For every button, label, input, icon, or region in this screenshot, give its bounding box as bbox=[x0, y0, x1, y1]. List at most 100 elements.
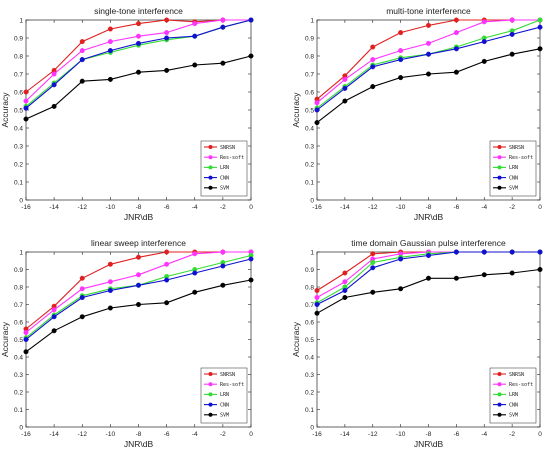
data-point-res-soft bbox=[164, 30, 170, 36]
data-point-svm bbox=[107, 76, 113, 82]
legend-entry-cnn: CNN bbox=[509, 402, 518, 408]
x-tick-label: -12 bbox=[78, 204, 88, 211]
y-tick-label: 0.6 bbox=[305, 89, 314, 96]
data-point-res-soft bbox=[23, 98, 29, 104]
y-tick-label: 0.5 bbox=[305, 107, 314, 114]
legend-entry-res-soft: Res-soft bbox=[509, 382, 533, 388]
legend-entry-snrsn: SNRSN bbox=[509, 145, 524, 151]
y-tick-label: 0.3 bbox=[14, 372, 23, 379]
y-tick-label: 1 bbox=[19, 17, 23, 24]
legend-box bbox=[200, 367, 248, 424]
data-point-res-soft bbox=[107, 279, 113, 285]
data-point-cnn bbox=[220, 24, 226, 30]
data-point-svm bbox=[426, 71, 432, 77]
y-tick-label: 0 bbox=[19, 424, 23, 431]
y-tick-label: 0.3 bbox=[305, 372, 314, 379]
y-tick-label: 0.2 bbox=[14, 161, 23, 168]
y-tick-label: 0.7 bbox=[14, 302, 23, 309]
data-point-cnn bbox=[135, 40, 141, 46]
chart-title: linear sweep interference bbox=[91, 238, 186, 248]
legend-box bbox=[489, 367, 537, 424]
y-tick-label: 0.4 bbox=[14, 125, 23, 132]
x-tick-label: -12 bbox=[368, 204, 378, 211]
legend-swatch-marker bbox=[497, 155, 502, 160]
data-point-cnn bbox=[23, 337, 29, 343]
x-tick-label: -4 bbox=[192, 204, 198, 211]
data-point-svm bbox=[398, 286, 404, 292]
x-tick-label: -8 bbox=[136, 431, 142, 438]
data-point-snrsn bbox=[107, 26, 113, 32]
legend-swatch-marker bbox=[208, 165, 213, 170]
x-axis-label: JNR\dB bbox=[124, 212, 154, 222]
data-point-svm bbox=[51, 103, 57, 109]
y-tick-label: 0.8 bbox=[14, 284, 23, 291]
data-point-cnn bbox=[23, 105, 29, 111]
data-point-res-soft bbox=[135, 272, 141, 278]
y-tick-label: 0.3 bbox=[14, 143, 23, 150]
data-point-svm bbox=[23, 349, 29, 355]
data-point-res-soft bbox=[135, 33, 141, 39]
data-point-svm bbox=[192, 289, 198, 295]
y-tick-label: 0.2 bbox=[14, 389, 23, 396]
x-axis-label: JNR\dB bbox=[414, 439, 444, 449]
x-tick-label: -2 bbox=[220, 431, 226, 438]
x-tick-label: -6 bbox=[453, 204, 459, 211]
y-tick-label: 0 bbox=[310, 424, 314, 431]
x-tick-label: -2 bbox=[509, 204, 515, 211]
data-point-cnn bbox=[248, 17, 254, 23]
data-point-svm bbox=[370, 84, 376, 90]
x-tick-label: -2 bbox=[220, 204, 226, 211]
x-tick-label: -6 bbox=[164, 204, 170, 211]
data-point-res-soft bbox=[453, 30, 459, 36]
y-tick-label: 0 bbox=[310, 197, 314, 204]
data-point-svm bbox=[192, 62, 198, 68]
data-point-lrn bbox=[537, 17, 543, 23]
x-tick-label: -14 bbox=[49, 204, 59, 211]
legend-swatch-marker bbox=[208, 412, 213, 417]
chart-title: time domain Gaussian pulse interference bbox=[351, 238, 506, 248]
data-point-snrsn bbox=[79, 39, 85, 45]
x-tick-label: -16 bbox=[312, 204, 322, 211]
chart-title: multi-tone interference bbox=[386, 6, 471, 16]
data-point-snrsn bbox=[453, 17, 459, 23]
x-tick-label: -8 bbox=[136, 204, 142, 211]
data-point-cnn bbox=[79, 295, 85, 301]
x-tick-label: -6 bbox=[164, 431, 170, 438]
data-point-res-soft bbox=[509, 17, 515, 23]
legend-swatch-marker bbox=[497, 175, 502, 180]
data-point-svm bbox=[164, 300, 170, 306]
x-axis-label: JNR\dB bbox=[124, 439, 154, 449]
x-tick-label: -16 bbox=[21, 204, 31, 211]
data-point-snrsn bbox=[342, 270, 348, 276]
x-tick-label: -10 bbox=[106, 431, 116, 438]
data-point-svm bbox=[453, 275, 459, 281]
legend-entry-cnn: CNN bbox=[220, 175, 229, 181]
data-point-snrsn bbox=[135, 254, 141, 260]
data-point-res-soft bbox=[220, 249, 226, 255]
data-point-svm bbox=[220, 282, 226, 288]
data-point-snrsn bbox=[370, 44, 376, 50]
data-point-cnn bbox=[314, 302, 320, 308]
data-point-res-soft bbox=[370, 57, 376, 63]
y-tick-label: 0.5 bbox=[14, 107, 23, 114]
data-point-cnn bbox=[537, 249, 543, 255]
legend-entry-lrn: LRN bbox=[509, 165, 518, 171]
data-point-snrsn bbox=[135, 21, 141, 27]
legend-swatch-marker bbox=[208, 185, 213, 190]
legend: SNRSN Res-soft LRN CNN SVM bbox=[200, 367, 248, 424]
y-tick-label: 0.7 bbox=[305, 71, 314, 78]
y-tick-label: 1 bbox=[310, 17, 314, 24]
data-point-res-soft bbox=[342, 76, 348, 82]
y-tick-label: 0.1 bbox=[14, 407, 23, 414]
data-point-res-soft bbox=[164, 261, 170, 267]
y-tick-label: 0.5 bbox=[14, 337, 23, 344]
y-tick-label: 1 bbox=[310, 249, 314, 256]
data-point-snrsn bbox=[164, 17, 170, 23]
x-tick-label: 0 bbox=[249, 204, 253, 211]
x-tick-label: -14 bbox=[49, 431, 59, 438]
data-point-svm bbox=[51, 328, 57, 334]
legend-swatch-marker bbox=[497, 372, 502, 376]
chart-panel-2: multi-tone interference 0 0.1 0.2 0.3 0.4 0.5 0… bbox=[291, 6, 543, 222]
data-point-res-soft bbox=[481, 19, 487, 25]
